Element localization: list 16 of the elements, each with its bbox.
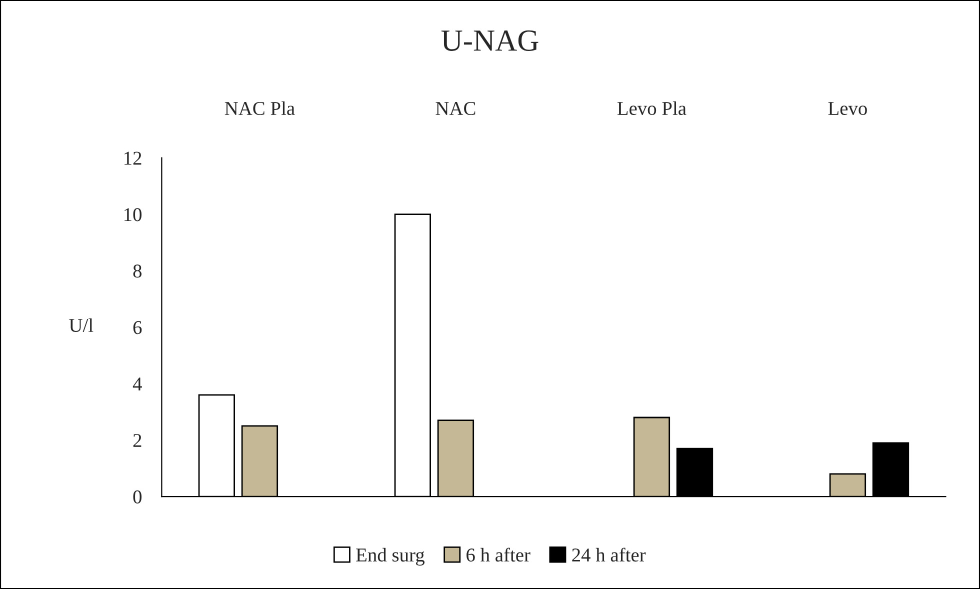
legend-label: End surg <box>356 548 425 566</box>
y-tick-label: 4 <box>132 378 142 390</box>
x-tick-label: Levo Pla <box>617 101 686 116</box>
y-tick-label: 6 <box>133 321 142 334</box>
legend-label: 6 h after <box>466 548 530 562</box>
x-tick-label: NAC <box>436 102 476 116</box>
y-axis-title: U/l <box>69 318 94 332</box>
x-tick-label: NAC Pla <box>224 101 295 116</box>
y-tick-label: 0 <box>133 490 142 504</box>
legend-label: 24 h after <box>572 548 646 562</box>
y-tick-label: 2 <box>133 434 142 447</box>
y-tick-label: 10 <box>124 208 142 222</box>
x-tick-label: Levo <box>828 102 867 116</box>
y-tick-label: 8 <box>133 264 142 278</box>
y-tick-label: 12 <box>124 152 142 165</box>
chart-title: U-NAG <box>441 30 538 51</box>
